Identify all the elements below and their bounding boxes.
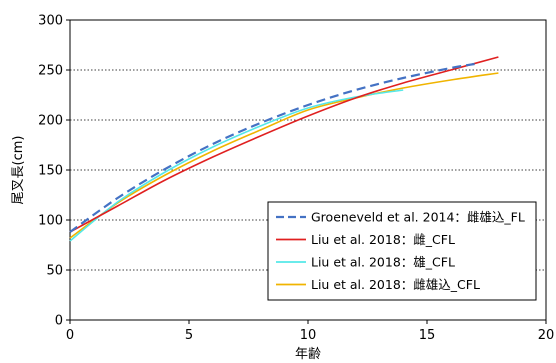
x-tick-label: 15 xyxy=(419,328,436,343)
legend-label-3: Liu et al. 2018：雄_CFL xyxy=(311,255,455,270)
series-line-1 xyxy=(69,62,475,233)
legend: Groeneveld et al. 2014：雌雄込_FL Liu et al. … xyxy=(267,201,537,301)
x-tick-label: 20 xyxy=(538,328,555,343)
y-axis-title: 尾叉長(cm) xyxy=(11,136,26,205)
y-tick-label: 50 xyxy=(46,264,63,279)
x-tick-label: 0 xyxy=(66,328,74,343)
y-tick-label: 100 xyxy=(38,214,63,229)
legend-box xyxy=(267,201,537,301)
series-line-4 xyxy=(69,72,499,239)
series-line-3 xyxy=(69,89,404,242)
y-tick-label: 200 xyxy=(38,114,63,129)
series-line-2 xyxy=(69,56,499,233)
legend-label-2: Liu et al. 2018：雌_CFL xyxy=(311,232,455,247)
x-tick-labels: 0 5 10 15 20 xyxy=(66,320,554,343)
y-tick-label: 150 xyxy=(38,164,63,179)
series-layer xyxy=(69,56,499,242)
x-axis-title: 年齢 xyxy=(295,347,321,362)
y-tick-label: 250 xyxy=(38,64,63,79)
y-tick-label: 0 xyxy=(55,314,63,329)
legend-label-1: Groeneveld et al. 2014：雌雄込_FL xyxy=(311,210,525,225)
x-tick-label: 10 xyxy=(300,328,317,343)
legend-label-4: Liu et al. 2018：雌雄込_CFL xyxy=(311,277,480,292)
x-tick-label: 5 xyxy=(185,328,193,343)
y-tick-label: 300 xyxy=(38,14,63,29)
y-tick-labels: 0 50 100 150 200 250 300 xyxy=(38,14,70,329)
